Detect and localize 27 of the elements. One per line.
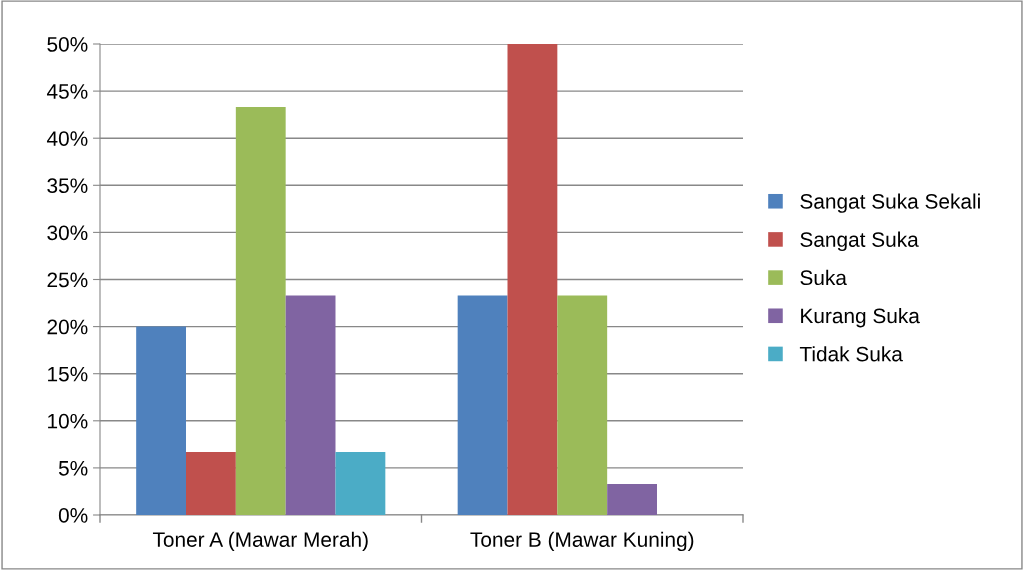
y-tick-label: 25% — [47, 272, 88, 288]
y-tick-label: 50% — [47, 37, 88, 52]
legend-label: Sangat Suka Sekali — [800, 193, 980, 213]
y-tick-label: 45% — [46, 84, 88, 99]
bar — [457, 295, 508, 515]
y-tick-label: 40% — [46, 131, 88, 146]
bar — [507, 44, 558, 515]
y-tick-label: 10% — [48, 413, 88, 429]
legend-label: Suka — [800, 269, 847, 286]
bar — [136, 326, 186, 515]
legend-label: Tidak Suka — [799, 346, 903, 362]
bar — [607, 483, 657, 515]
y-tick-label: 35% — [47, 178, 88, 194]
y-tick-label: 0% — [58, 508, 88, 523]
y-tick-label: 5% — [58, 460, 88, 476]
legend-label: Sangat Suka — [800, 231, 919, 252]
x-tick-label: Toner B (Mawar Kuning) — [470, 531, 694, 552]
legend-label: Kurang Suka — [801, 307, 920, 328]
y-tick-label: 30% — [47, 225, 88, 241]
bar — [186, 451, 236, 515]
bar — [335, 451, 386, 515]
y-tick-label: 15% — [48, 366, 88, 382]
bar — [285, 295, 336, 515]
bar — [235, 107, 286, 515]
bar — [557, 295, 608, 515]
y-tick-label: 20% — [47, 319, 88, 335]
x-tick-label: Toner A (Mawar Merah) — [152, 531, 368, 552]
